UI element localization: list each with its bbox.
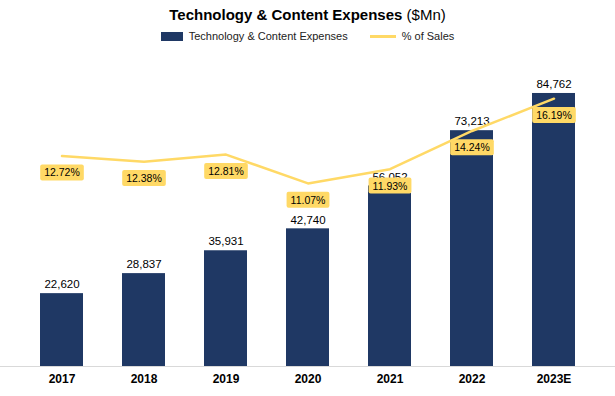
svg-text:42,740: 42,740 <box>290 214 325 226</box>
svg-text:2023E: 2023E <box>537 372 572 386</box>
svg-text:2017: 2017 <box>49 372 76 386</box>
svg-text:11.93%: 11.93% <box>373 180 408 192</box>
svg-text:2022: 2022 <box>459 372 486 386</box>
svg-text:12.72%: 12.72% <box>44 166 80 178</box>
svg-text:12.38%: 12.38% <box>126 172 162 184</box>
svg-text:2018: 2018 <box>131 372 158 386</box>
svg-text:2020: 2020 <box>295 372 322 386</box>
html-text:% of Sales: % of Sales <box>401 30 455 42</box>
svg-text:73,213: 73,213 <box>454 115 489 127</box>
html-text:Technology & Content Expenses: Technology & Content Expenses <box>188 30 348 42</box>
svg-text:56,052: 56,052 <box>372 171 407 183</box>
svg-text:2019: 2019 <box>213 372 240 386</box>
svg-text:12.81%: 12.81% <box>208 165 244 177</box>
svg-text:22,620: 22,620 <box>44 278 79 290</box>
svg-text:2021: 2021 <box>377 372 404 386</box>
svg-text:84,762: 84,762 <box>536 78 571 90</box>
svg-text:16.19%: 16.19% <box>536 109 572 121</box>
html-text:Technology & Content Expenses: Technology & Content Expenses ($Mn) <box>169 6 446 23</box>
svg-text:14.24%: 14.24% <box>454 141 490 153</box>
svg-text:11.07%: 11.07% <box>291 194 326 206</box>
svg-text:35,931: 35,931 <box>208 235 243 247</box>
svg-text:28,837: 28,837 <box>126 258 161 270</box>
